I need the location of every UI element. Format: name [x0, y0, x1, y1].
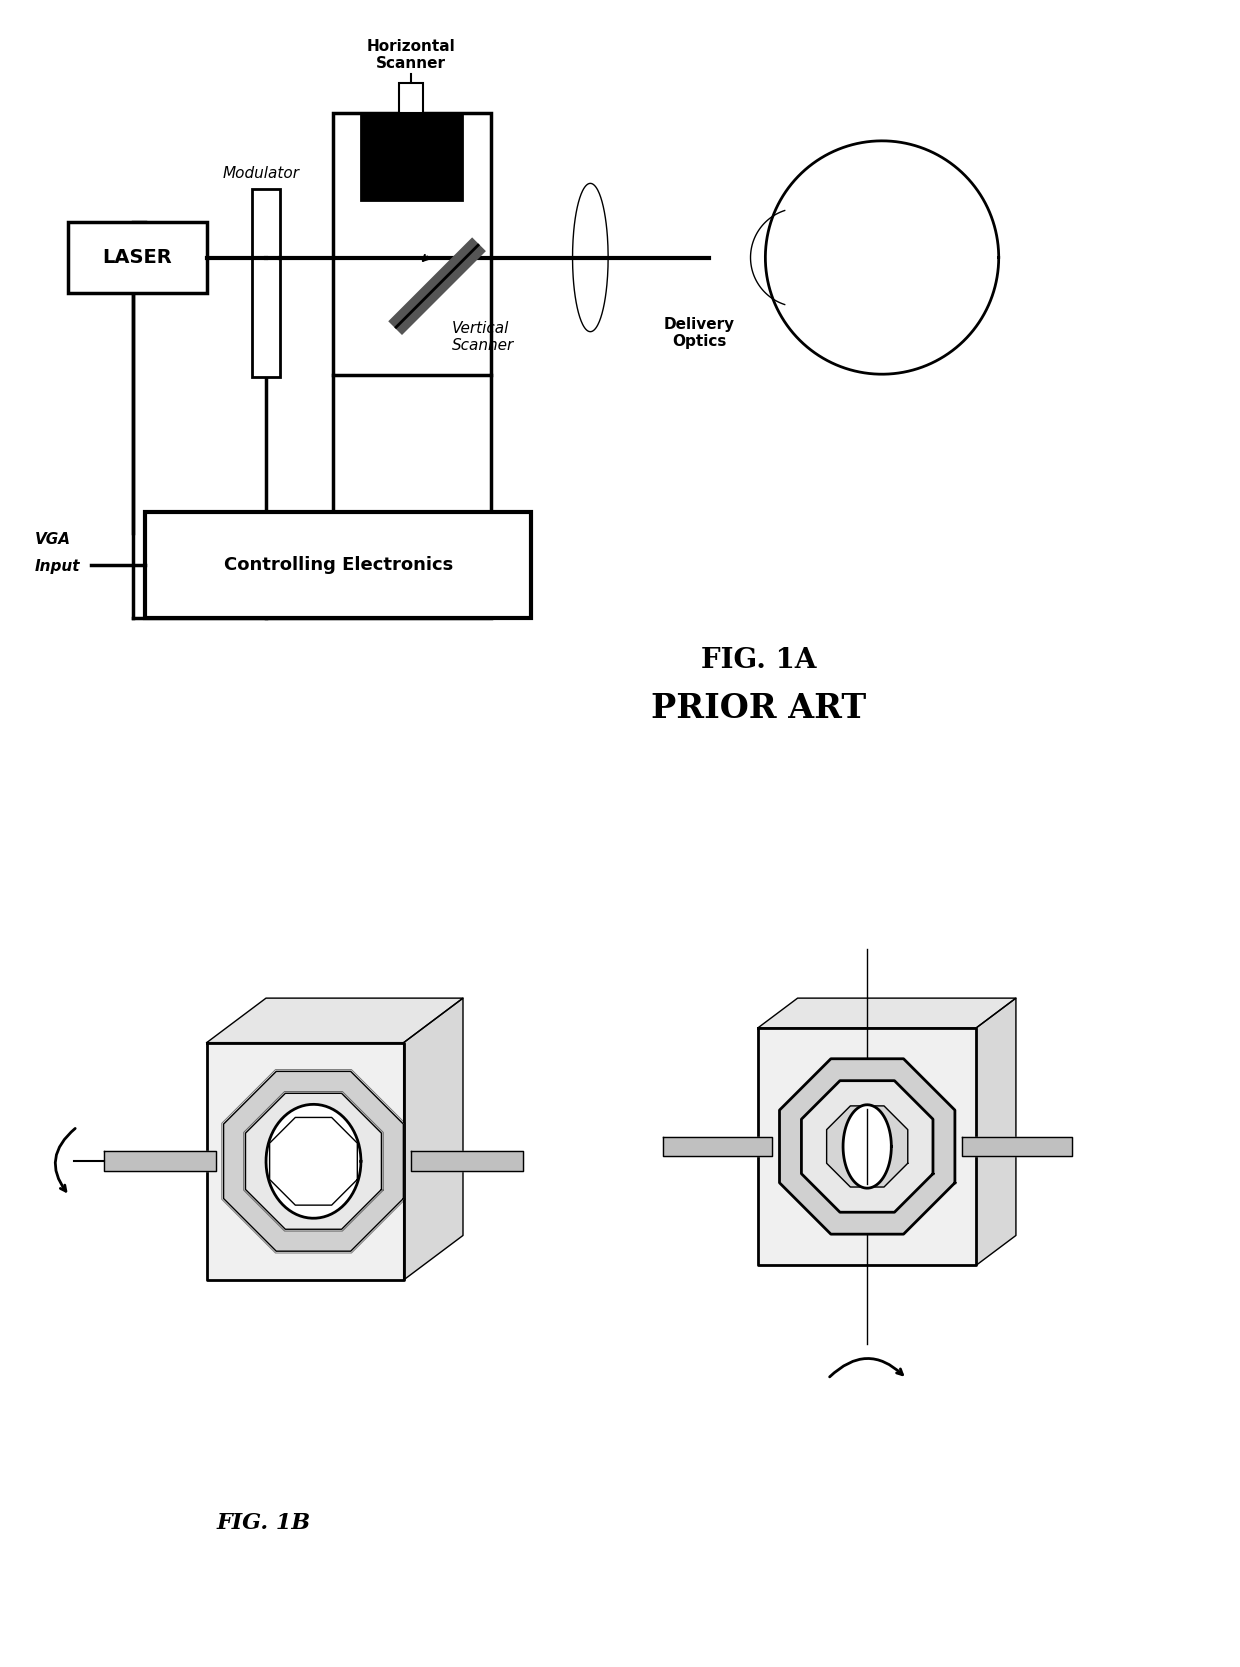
Polygon shape — [801, 1080, 932, 1212]
Polygon shape — [104, 1152, 216, 1172]
Polygon shape — [223, 1072, 403, 1252]
Polygon shape — [207, 1042, 404, 1280]
Polygon shape — [662, 1137, 773, 1157]
Text: Input: Input — [35, 558, 81, 573]
Text: FIG. 1B: FIG. 1B — [217, 1512, 311, 1534]
Polygon shape — [404, 999, 463, 1280]
Text: Controlling Electronics: Controlling Electronics — [223, 557, 453, 573]
Polygon shape — [758, 999, 1016, 1029]
Polygon shape — [758, 1029, 976, 1265]
Bar — [399, 83, 423, 113]
Bar — [334, 113, 491, 375]
Bar — [361, 113, 461, 200]
Bar — [145, 512, 531, 618]
Polygon shape — [843, 1105, 892, 1189]
Text: PRIOR ART: PRIOR ART — [651, 692, 866, 725]
Polygon shape — [207, 999, 463, 1042]
Text: Modulator: Modulator — [222, 167, 300, 182]
Bar — [252, 190, 280, 377]
Text: Horizontal
Scanner: Horizontal Scanner — [367, 38, 456, 72]
Text: FIG. 1A: FIG. 1A — [701, 647, 816, 673]
Polygon shape — [827, 1105, 908, 1187]
Polygon shape — [976, 999, 1016, 1265]
Text: VGA: VGA — [35, 532, 71, 547]
Bar — [68, 222, 207, 293]
Polygon shape — [780, 1059, 955, 1234]
Text: Vertical
Scanner: Vertical Scanner — [451, 320, 515, 353]
Polygon shape — [246, 1094, 382, 1229]
Polygon shape — [410, 1152, 523, 1172]
Polygon shape — [267, 1104, 361, 1219]
Text: LASER: LASER — [103, 248, 172, 267]
Polygon shape — [962, 1137, 1071, 1157]
Text: Delivery
Optics: Delivery Optics — [663, 317, 734, 350]
